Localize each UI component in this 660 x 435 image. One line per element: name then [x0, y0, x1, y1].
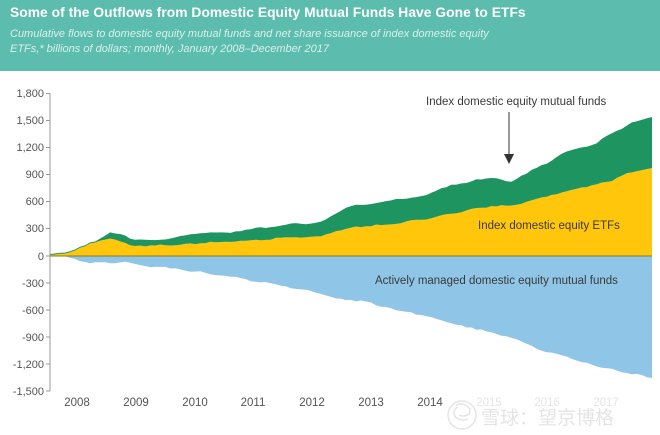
svg-text:Actively managed domestic equi: Actively managed domestic equity mutual …: [375, 275, 618, 287]
svg-text:2009: 2009: [123, 397, 149, 409]
svg-text:-900: -900: [22, 332, 44, 344]
svg-text:2017: 2017: [593, 397, 619, 409]
svg-text:2013: 2013: [358, 397, 384, 409]
svg-text:2015: 2015: [476, 397, 502, 409]
svg-text:2016: 2016: [534, 397, 560, 409]
svg-text:2010: 2010: [182, 397, 208, 409]
svg-text:雪球：望京博格: 雪球：望京博格: [481, 407, 614, 429]
svg-text:Index domestic equity mutual f: Index domestic equity mutual funds: [426, 96, 607, 108]
svg-text:1,200: 1,200: [16, 142, 44, 154]
svg-text:2014: 2014: [417, 397, 443, 409]
svg-text:2008: 2008: [64, 397, 90, 409]
svg-text:900: 900: [26, 169, 44, 181]
svg-text:600: 600: [26, 196, 44, 208]
svg-text:Index domestic equity ETFs: Index domestic equity ETFs: [478, 220, 620, 232]
svg-text:-1,500: -1,500: [13, 386, 44, 398]
svg-text:2011: 2011: [241, 397, 266, 409]
svg-text:-600: -600: [22, 305, 44, 317]
svg-text:-300: -300: [22, 278, 44, 290]
svg-text:1,500: 1,500: [16, 115, 44, 127]
svg-text:2012: 2012: [299, 397, 325, 409]
svg-text:-1,200: -1,200: [13, 359, 44, 371]
svg-text:0: 0: [38, 251, 44, 263]
svg-text:300: 300: [26, 223, 44, 235]
svg-text:1,800: 1,800: [16, 88, 44, 100]
